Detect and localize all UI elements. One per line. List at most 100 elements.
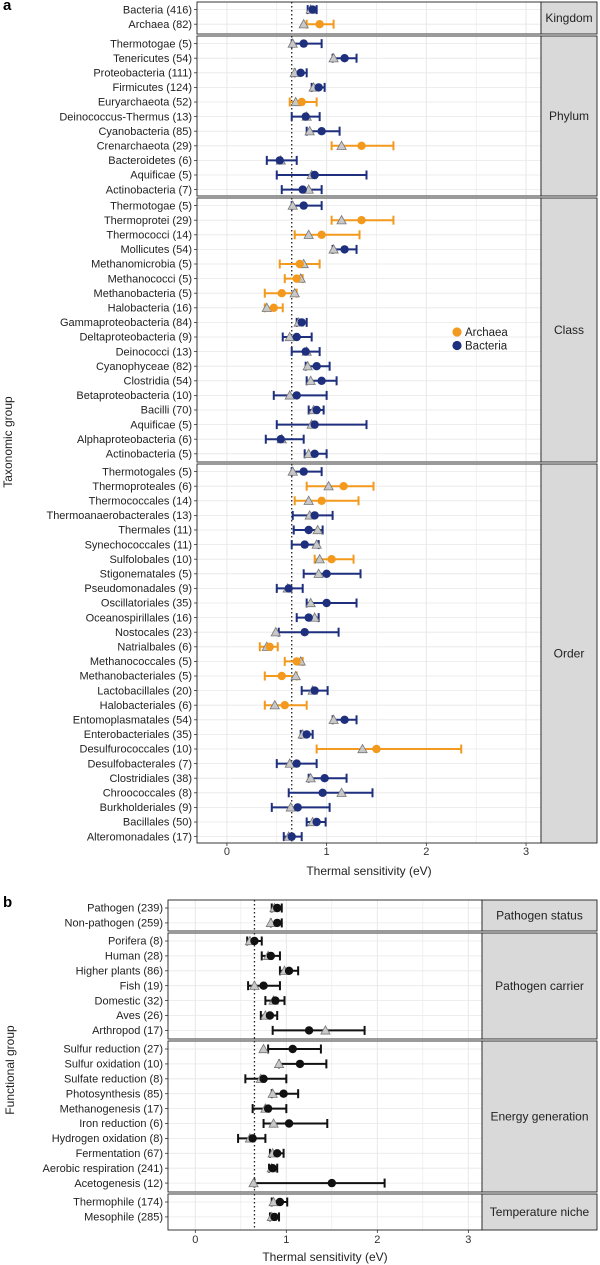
estimate-point-domestic-32 (271, 996, 280, 1005)
row-label-desulfurococcales-10: Desulfurococcales (10) (80, 744, 193, 756)
panel-b-facet-pathogen-status-strip-label: Pathogen status (496, 909, 583, 923)
estimate-point-burkholderiales-9 (293, 803, 302, 812)
row-label-thermococci-14: Thermococci (14) (106, 230, 192, 242)
row-label-aquificae-5: Aquificae (5) (130, 170, 192, 182)
facet-strip (481, 1193, 598, 1231)
row-label-hydrogen-oxidation-8: Hydrogen oxidation (8) (52, 1133, 163, 1145)
estimate-point-chroococcales-8 (318, 788, 327, 797)
row-label-oceanospirillales-16: Oceanospirillales (16) (86, 612, 192, 624)
estimate-point-bacteroidetes-6 (275, 156, 284, 165)
estimate-point-pseudomonadales-9 (284, 584, 293, 593)
estimate-point-pathogen-239 (273, 903, 282, 913)
row-label-aerobic-respiration-241: Aerobic respiration (241) (43, 1163, 163, 1175)
row-label-crenarchaeota-29: Crenarchaeota (29) (97, 141, 192, 153)
triangle-point-entomoplasmatales-54 (328, 714, 339, 724)
facet-strip (481, 1040, 598, 1193)
estimate-point-gammaproteobacteria-84 (297, 318, 306, 327)
estimate-point-thermococci-14 (317, 230, 326, 239)
triangle-point-cyanobacteria-85 (304, 125, 315, 136)
row-label-deinococcus-thermus-13: Deinococcus-Thermus (13) (59, 111, 192, 123)
estimate-point-desulfurococcales-10 (372, 744, 381, 754)
row-label-aves-26: Aves (26) (116, 1010, 163, 1022)
estimate-point-porifera-8 (250, 936, 259, 946)
triangle-point-mollicutes-54 (328, 243, 339, 254)
panel-a-facet-order-strip-label: Order (554, 647, 585, 661)
panel-b-facet-pathogen-carrier (165, 932, 598, 1040)
estimate-point-betaproteobacteria-10 (292, 391, 301, 400)
facet-strip (540, 463, 598, 844)
estimate-point-oceanospirillales-16 (304, 613, 313, 622)
estimate-point-aves-26 (265, 1011, 275, 1020)
estimate-point-deltaproteobacteria-9 (292, 332, 301, 342)
row-label-photosynthesis-85: Photosynthesis (85) (66, 1088, 163, 1100)
legend-label-archaea: Archaea (465, 327, 508, 339)
row-label-human-28: Human (28) (105, 951, 163, 963)
panel-a-x-tick-label: 0 (224, 846, 230, 858)
panel-a-facet-kingdom-strip-label: Kingdom (545, 11, 592, 25)
triangle-point-methanobacteriales-5 (290, 670, 301, 681)
triangle-point-iron-reduction-6 (268, 1118, 279, 1128)
row-label-thermophile-174: Thermophile (174) (73, 1197, 163, 1209)
estimate-point-methanogenesis-17 (263, 1104, 273, 1113)
estimate-point-arthropod-17 (304, 1026, 314, 1035)
estimate-point-bacilli-70 (312, 405, 321, 415)
row-label-bacilli-70: Bacilli (70) (141, 405, 192, 417)
estimate-point-proteobacteria-111 (296, 68, 305, 78)
panel-a-y-axis-label: Taxonomic group (1, 396, 15, 488)
triangle-point-thermotogales-5 (287, 466, 299, 476)
row-label-alphaproteobacteria-6: Alphaproteobacteria (6) (77, 434, 192, 446)
triangle-point-thermoprotei-29 (336, 214, 347, 225)
row-label-sulfur-reduction-27: Sulfur reduction (27) (63, 1044, 163, 1056)
panel-a-x-axis-label: Thermal sensitivity (eV) (306, 864, 431, 878)
estimate-point-methanobacteria-5 (277, 289, 286, 298)
triangle-point-thermotogae-5 (287, 38, 299, 48)
row-label-desulfobacterales-7: Desulfobacterales (7) (87, 758, 192, 770)
panel-b-x-tick-label: 0 (192, 1234, 198, 1246)
estimate-point-cyanobacteria-85 (317, 127, 326, 136)
estimate-point-thermococcales-14 (317, 496, 326, 505)
panel-b-facet-temperature-niche (165, 1193, 598, 1231)
row-label-alteromonadales-17: Alteromonadales (17) (87, 831, 192, 843)
row-label-stigonematales-5: Stigonematales (5) (100, 569, 192, 581)
row-label-thermoproteales-6: Thermoproteales (6) (92, 481, 192, 493)
row-label-thermotogales-5: Thermotogales (5) (102, 466, 192, 478)
row-label-entomoplasmatales-54: Entomoplasmatales (54) (73, 715, 192, 727)
estimate-point-firmicutes-124 (314, 83, 323, 92)
estimate-point-thermoprotei-29 (357, 216, 366, 225)
estimate-point-aerobic-respiration-241 (268, 1164, 277, 1173)
panel-a-facet-phylum-strip-label: Phylum (549, 109, 589, 123)
row-label-clostridia-54: Clostridia (54) (124, 376, 192, 388)
estimate-point-deinococcus-thermus-13 (301, 112, 310, 121)
row-label-cyanobacteria-85: Cyanobacteria (85) (98, 126, 192, 138)
estimate-point-euryarchaeota-52 (297, 97, 306, 107)
estimate-point-higher-plants-86 (284, 966, 294, 975)
row-label-halobacteria-16: Halobacteria (16) (108, 303, 192, 315)
triangle-point-clostridia-54 (305, 375, 316, 385)
row-label-methanogenesis-17: Methanogenesis (17) (60, 1103, 163, 1115)
row-label-fermentation-67: Fermentation (67) (76, 1148, 163, 1160)
row-label-bacteroidetes-6: Bacteroidetes (6) (108, 155, 192, 167)
panel-b-x-tick-label: 2 (374, 1234, 380, 1246)
triangle-point-halobacteria-16 (261, 302, 273, 312)
triangle-point-arthropod-17 (320, 1024, 331, 1035)
estimate-point-sulfur-oxidation-10 (295, 1059, 305, 1069)
row-label-deinococci-13: Deinococci (13) (116, 346, 192, 358)
panel-b-x-axis-label: Thermal sensitivity (eV) (262, 1250, 387, 1264)
estimate-point-clostridiales-38 (320, 774, 329, 783)
row-label-euryarchaeota-52: Euryarchaeota (52) (98, 97, 192, 109)
row-label-bacillales-50: Bacillales (50) (123, 817, 192, 829)
facet-strip (540, 35, 598, 197)
estimate-point-cyanophyceae-82 (312, 362, 321, 371)
panel-b-facet-energy-generation-strip-label: Energy generation (490, 1110, 588, 1124)
triangle-point-sulfur-reduction-27 (258, 1043, 269, 1054)
estimate-point-aquificae-5 (310, 170, 319, 180)
estimate-point-thermotogales-5 (299, 467, 308, 476)
estimate-point-thermoanaerobacterales-13 (310, 511, 319, 520)
estimate-point-acetogenesis-12 (327, 1178, 337, 1188)
triangle-point-betaproteobacteria-10 (284, 389, 296, 400)
panel-b-facet-temperature-niche-strip-label: Temperature niche (490, 1205, 590, 1219)
triangle-point-chroococcales-8 (336, 787, 347, 797)
estimate-point-mollicutes-54 (340, 245, 349, 254)
estimate-point-fermentation-67 (273, 1149, 282, 1158)
